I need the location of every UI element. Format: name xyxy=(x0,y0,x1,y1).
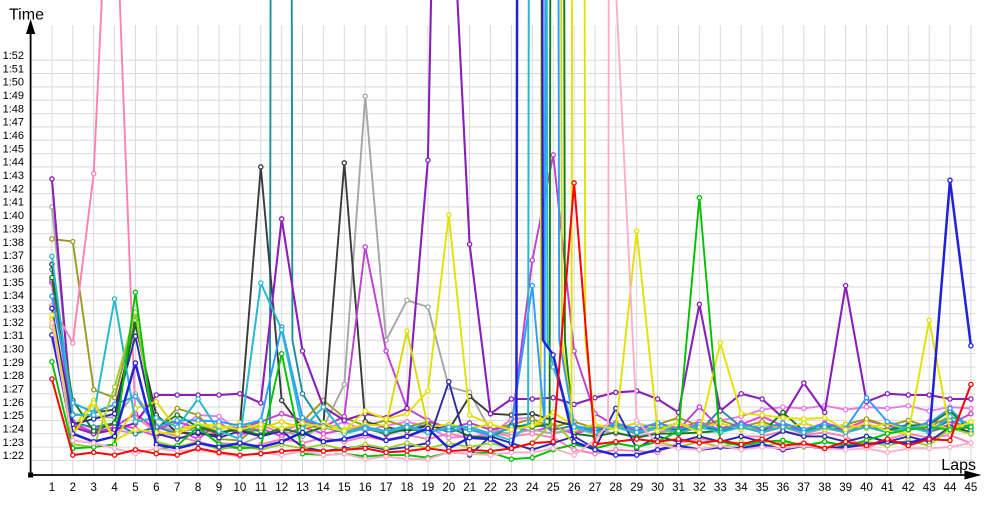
svg-text:12: 12 xyxy=(275,482,288,494)
svg-text:27: 27 xyxy=(589,482,602,494)
svg-text:1:39: 1:39 xyxy=(3,223,24,235)
svg-text:39: 39 xyxy=(839,482,852,494)
svg-text:1:40: 1:40 xyxy=(3,210,24,222)
svg-text:1: 1 xyxy=(49,482,55,494)
svg-text:7: 7 xyxy=(174,482,180,494)
svg-text:40: 40 xyxy=(860,482,873,494)
svg-text:Laps: Laps xyxy=(941,457,976,474)
svg-text:14: 14 xyxy=(317,482,330,494)
svg-text:29: 29 xyxy=(630,482,643,494)
svg-text:1:22: 1:22 xyxy=(3,450,24,462)
svg-text:1:33: 1:33 xyxy=(3,304,24,316)
svg-text:2: 2 xyxy=(70,482,76,494)
svg-text:19: 19 xyxy=(422,482,435,494)
svg-text:1:35: 1:35 xyxy=(3,277,24,289)
svg-text:1:36: 1:36 xyxy=(3,263,24,275)
svg-text:1:28: 1:28 xyxy=(3,370,24,382)
svg-text:30: 30 xyxy=(651,482,664,494)
svg-text:1:46: 1:46 xyxy=(3,130,24,142)
svg-text:45: 45 xyxy=(965,482,978,494)
svg-text:31: 31 xyxy=(672,482,685,494)
svg-text:5: 5 xyxy=(132,482,138,494)
svg-text:8: 8 xyxy=(195,482,201,494)
svg-text:6: 6 xyxy=(153,482,159,494)
svg-text:1:23: 1:23 xyxy=(3,437,24,449)
svg-text:1:49: 1:49 xyxy=(3,90,24,102)
svg-text:20: 20 xyxy=(442,482,455,494)
svg-text:1:52: 1:52 xyxy=(3,50,24,62)
svg-text:16: 16 xyxy=(359,482,372,494)
svg-text:1:41: 1:41 xyxy=(3,197,24,209)
svg-text:22: 22 xyxy=(484,482,497,494)
svg-text:1:50: 1:50 xyxy=(3,77,24,89)
svg-text:3: 3 xyxy=(90,482,96,494)
svg-text:1:34: 1:34 xyxy=(3,290,24,302)
svg-text:42: 42 xyxy=(902,482,915,494)
svg-text:1:45: 1:45 xyxy=(3,143,24,155)
svg-text:44: 44 xyxy=(944,482,957,494)
svg-text:Time: Time xyxy=(9,7,44,24)
svg-text:36: 36 xyxy=(777,482,790,494)
svg-text:1:48: 1:48 xyxy=(3,103,24,115)
svg-text:1:27: 1:27 xyxy=(3,384,24,396)
svg-text:32: 32 xyxy=(693,482,706,494)
svg-text:34: 34 xyxy=(735,482,748,494)
svg-text:35: 35 xyxy=(756,482,769,494)
svg-text:23: 23 xyxy=(505,482,518,494)
svg-text:33: 33 xyxy=(714,482,727,494)
svg-text:1:44: 1:44 xyxy=(3,157,24,169)
svg-text:37: 37 xyxy=(797,482,810,494)
svg-text:4: 4 xyxy=(111,482,118,494)
svg-text:17: 17 xyxy=(380,482,393,494)
svg-text:18: 18 xyxy=(401,482,414,494)
svg-text:25: 25 xyxy=(547,482,560,494)
svg-text:24: 24 xyxy=(526,482,539,494)
svg-text:1:30: 1:30 xyxy=(3,344,24,356)
svg-text:9: 9 xyxy=(216,482,222,494)
svg-text:26: 26 xyxy=(568,482,581,494)
svg-text:13: 13 xyxy=(296,482,309,494)
svg-text:15: 15 xyxy=(338,482,351,494)
svg-text:11: 11 xyxy=(255,482,267,494)
svg-text:1:38: 1:38 xyxy=(3,237,24,249)
svg-text:28: 28 xyxy=(609,482,622,494)
svg-text:1:51: 1:51 xyxy=(3,63,24,75)
svg-text:1:32: 1:32 xyxy=(3,317,24,329)
svg-text:1:24: 1:24 xyxy=(3,424,24,436)
svg-text:1:47: 1:47 xyxy=(3,117,24,129)
svg-text:41: 41 xyxy=(881,482,894,494)
svg-text:21: 21 xyxy=(463,482,476,494)
svg-text:1:43: 1:43 xyxy=(3,170,24,182)
svg-text:1:29: 1:29 xyxy=(3,357,24,369)
svg-text:1:31: 1:31 xyxy=(3,330,24,342)
svg-text:1:26: 1:26 xyxy=(3,397,24,409)
svg-text:1:25: 1:25 xyxy=(3,410,24,422)
svg-text:43: 43 xyxy=(923,482,936,494)
svg-text:1:42: 1:42 xyxy=(3,183,24,195)
svg-text:10: 10 xyxy=(234,482,247,494)
svg-text:1:37: 1:37 xyxy=(3,250,24,262)
svg-text:38: 38 xyxy=(818,482,831,494)
